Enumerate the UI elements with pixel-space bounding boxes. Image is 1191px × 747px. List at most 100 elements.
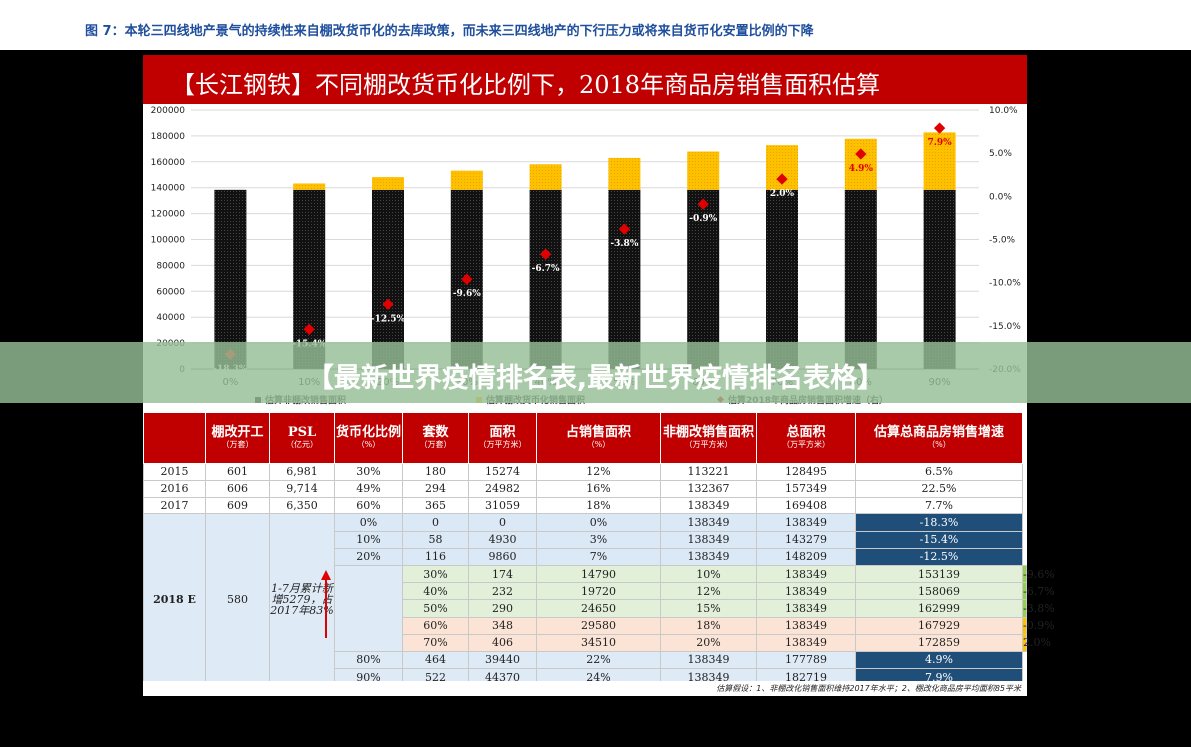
- table-cell: 158069: [855, 582, 1023, 601]
- table-cell: 348: [468, 616, 537, 635]
- growth-marker: [933, 122, 946, 134]
- estimate-table: 棚改开工 （万套） PSL （亿元） 货币化比例 （%） 套数 （万套） 面积 （万平方米…: [143, 412, 1055, 687]
- table-cell: 290: [468, 599, 537, 618]
- bar-non-psl: [608, 189, 641, 369]
- table-row-2018: 40% 232 19720 12% 138349 158069 -6.7%: [144, 582, 1055, 601]
- table-cell: 0%: [536, 513, 661, 532]
- bar-psl-monetized: [293, 183, 326, 190]
- table-cell: 232: [468, 582, 537, 601]
- table-cell: 113221: [660, 463, 757, 481]
- header-share: 占销售面积 （%）: [536, 412, 661, 464]
- table-cell: 138349: [756, 582, 856, 601]
- table-cell: 406: [468, 633, 537, 652]
- table-cell: 177789: [756, 650, 856, 670]
- table-row-history: 2017 609 6,350 60% 365 31059 18% 138349 169408 7.…: [143, 496, 1027, 515]
- header-area: 面积 （万平方米）: [468, 412, 537, 464]
- psl-note-cell: 1-7月累计新增5279，占2017年83%: [269, 513, 335, 687]
- table-cell: 172859: [855, 633, 1023, 652]
- bar-non-psl: [529, 189, 562, 369]
- table-header-row: 棚改开工 （万套） PSL （亿元） 货币化比例 （%） 套数 （万套） 面积 （万平方米…: [143, 412, 1027, 464]
- table-row-2018: 20% 116 9860 7% 138349 148209 -12.5%: [144, 547, 1027, 566]
- header-starts: 棚改开工 （万套）: [205, 412, 270, 464]
- table-cell: 294: [402, 479, 469, 498]
- table-cell: 18%: [536, 496, 661, 515]
- header-psl: PSL （亿元）: [269, 412, 335, 464]
- table-cell: 10%: [334, 530, 403, 549]
- bar-non-psl: [687, 189, 720, 369]
- table-cell: 60%: [334, 496, 403, 515]
- table-cell: 180: [402, 463, 469, 481]
- y-tick-label: 180000: [151, 132, 186, 142]
- table-cell: 6,350: [269, 496, 335, 515]
- header-growth: 估算总商品房销售增速 （%）: [855, 412, 1023, 464]
- figure-panel: 【长江钢铁】不同棚改货币化比例下，2018年商品房销售面积估算 02000040…: [143, 55, 1055, 696]
- header-non-psl-area: 非棚改销售面积 （万平方米）: [660, 412, 757, 464]
- y-tick-label: 40000: [156, 313, 185, 323]
- year-cell: 2015: [143, 463, 206, 481]
- y-tick-label: 60000: [156, 287, 185, 297]
- caption-text: 图 7：本轮三四线地产景气的持续性来自棚改货币化的去库政策，而未来三四线地产的下…: [85, 24, 814, 39]
- table-cell: 138349: [756, 633, 856, 652]
- table-row-2018: 80% 464 39440 22% 138349 177789 4.9%: [144, 650, 1027, 670]
- bar-non-psl: [293, 189, 326, 369]
- up-arrow-icon: [321, 569, 331, 638]
- table-cell: 167929: [855, 616, 1023, 635]
- year-cell: 2016: [143, 479, 206, 498]
- year-cell: 2017: [143, 496, 206, 515]
- table-cell: 7%: [536, 547, 661, 566]
- table-row-2018: 10% 58 4930 3% 138349 143279 -15.4%: [144, 530, 1027, 549]
- table-cell: 609: [205, 496, 270, 515]
- table-cell: 143279: [756, 530, 856, 549]
- table-cell: 169408: [756, 496, 856, 515]
- y-tick-label: 160000: [151, 158, 186, 168]
- table-cell: 10%: [660, 564, 757, 584]
- table-cell: 128495: [756, 463, 856, 481]
- y2-tick-label: -5.0%: [989, 236, 1016, 246]
- growth-cell: 2.0%: [1022, 633, 1051, 652]
- table-cell: 70%: [402, 633, 469, 652]
- table-cell: 31059: [468, 496, 537, 515]
- growth-marker: [461, 273, 473, 285]
- arrow-cell: [321, 564, 403, 652]
- bar-psl-monetized: [608, 157, 641, 190]
- table-cell: 132367: [660, 479, 757, 498]
- table-cell: 9860: [468, 547, 537, 566]
- growth-label: -3.8%: [610, 239, 638, 249]
- table-cell: 15274: [468, 463, 537, 481]
- table-cell: 148209: [756, 547, 856, 566]
- table-cell: 80%: [334, 650, 403, 670]
- table-row-2018: 60% 348 29580 18% 138349 167929 -0.9%: [144, 616, 1055, 635]
- arrow-head: [321, 569, 331, 580]
- growth-cell: -6.7%: [1022, 582, 1055, 601]
- table-footnote: 估算假设：1、非棚改化销售面积维持2017年水平；2、棚改化商品房平均面积85平…: [143, 681, 1027, 696]
- bar-non-psl: [766, 189, 798, 369]
- table-row-history: 2016 606 9,714 49% 294 24982 16% 132367 157349 22…: [143, 479, 1027, 498]
- table-cell: 49%: [334, 479, 403, 498]
- table-row-2018: 2018 E 580 1-7月累计新增5279，占2017年83% 0% 0 0 0% 138…: [143, 513, 1027, 687]
- table-row-2018: 50% 290 24650 15% 138349 162999 -3.8%: [144, 599, 1055, 618]
- y-tick-label: 140000: [151, 184, 186, 194]
- bar-non-psl: [372, 189, 404, 369]
- growth-marker: [303, 323, 315, 335]
- footnote-text: 估算假设：1、非棚改化销售面积维持2017年水平；2、棚改化商品房平均面积85平…: [716, 684, 1021, 693]
- growth-cell: -3.8%: [1022, 599, 1055, 618]
- table-cell: 22%: [536, 650, 661, 670]
- table-cell: 0: [468, 513, 537, 532]
- table-cell: 138349: [756, 616, 856, 635]
- growth-cell: -0.9%: [1022, 616, 1055, 635]
- bar-psl-monetized: [923, 132, 956, 190]
- table-cell: 20%: [334, 547, 403, 566]
- bar-psl-monetized: [529, 164, 562, 190]
- table-cell: 29580: [536, 616, 661, 635]
- table-cell: 18%: [660, 616, 757, 635]
- table-cell: 157349: [756, 479, 856, 498]
- table-row-2018: 30% 174 14790 10% 138349 153139 -9.6%: [144, 564, 1055, 652]
- chart-title-bar: 【长江钢铁】不同棚改货币化比例下，2018年商品房销售面积估算: [143, 55, 1027, 104]
- y2-tick-label: 10.0%: [989, 106, 1018, 116]
- table-cell: 20%: [660, 633, 757, 652]
- table-cell: 14790: [536, 564, 661, 584]
- table-cell: 24650: [536, 599, 661, 618]
- growth-label: 4.9%: [849, 164, 874, 174]
- chart-title: 【长江钢铁】不同棚改货币化比例下，2018年商品房销售面积估算: [171, 71, 881, 99]
- y-axis-right: -20.0%-15.0%-10.0%-5.0%0.0%5.0%10.0%: [989, 106, 1021, 375]
